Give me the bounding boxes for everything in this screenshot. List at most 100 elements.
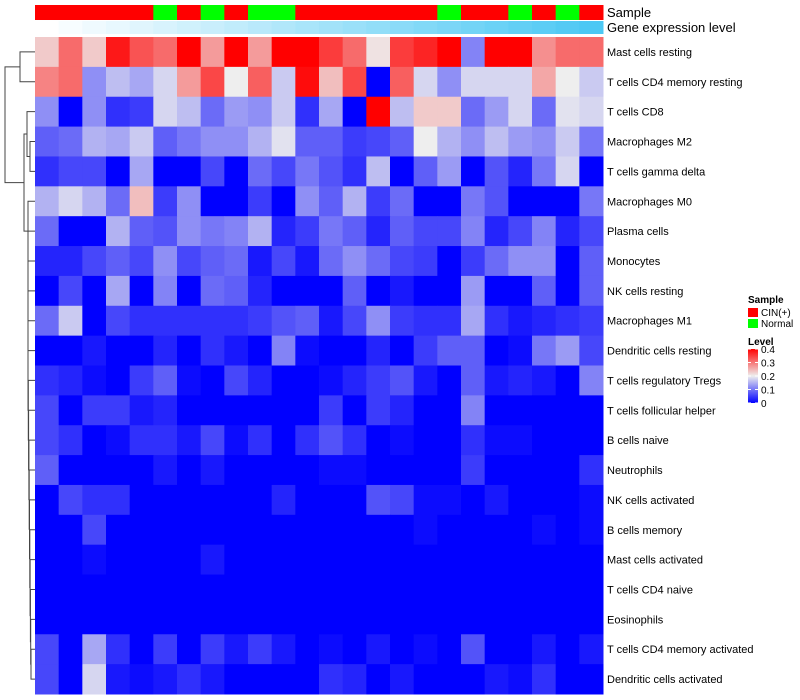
heatmap-cell: [248, 305, 273, 337]
heatmap-cell: [248, 126, 273, 157]
heatmap-cell: [342, 216, 367, 247]
heatmap-cell: [413, 604, 438, 635]
heatmap-cell: [437, 664, 462, 695]
heatmap-cell: [390, 455, 415, 486]
heatmap-cell: [295, 604, 320, 635]
heatmap-cell: [248, 156, 273, 187]
heatmap-cell: [555, 514, 580, 546]
heatmap-cell: [461, 156, 486, 187]
legend-tick-label: 0.1: [761, 386, 775, 397]
heatmap-cell: [555, 96, 580, 128]
heatmap-cell: [271, 604, 296, 635]
heatmap-cell: [295, 156, 320, 187]
heatmap-cell: [319, 604, 344, 635]
heatmap-cell: [319, 275, 344, 307]
heatmap-cell: [129, 216, 154, 247]
heatmap-cell: [177, 574, 202, 605]
row-label: T cells regulatory Tregs: [607, 375, 722, 387]
heatmap-cell: [413, 96, 438, 128]
heatmap-cell: [200, 455, 225, 486]
heatmap-cell: [224, 37, 249, 68]
heatmap-cell: [366, 96, 391, 128]
sample-annotation-cell: [579, 5, 604, 20]
gene-expression-annotation-cell: [579, 21, 604, 34]
heatmap-cell: [177, 246, 202, 277]
heatmap-cell: [177, 305, 202, 337]
gene-expression-annotation-cell: [461, 21, 486, 34]
heatmap-cell: [579, 96, 604, 128]
heatmap-cell: [271, 96, 296, 128]
row-dendrogram: [4, 51, 35, 680]
heatmap-cell: [390, 126, 415, 157]
heatmap-cell: [484, 96, 509, 128]
heatmap-cell: [82, 544, 107, 576]
heatmap-cell: [390, 604, 415, 635]
heatmap-cell: [153, 484, 178, 516]
heatmap-cell: [437, 37, 462, 68]
heatmap-cell: [461, 664, 486, 695]
heatmap-cell: [319, 514, 344, 546]
heatmap-cell: [58, 156, 83, 187]
heatmap-cell: [129, 634, 154, 665]
heatmap-cell: [342, 275, 367, 307]
heatmap-cell: [35, 574, 60, 605]
heatmap-cell: [106, 395, 131, 426]
gene-expression-annotation-cell: [58, 21, 83, 34]
row-label: B cells naive: [607, 435, 669, 447]
heatmap-cell: [342, 455, 367, 486]
heatmap-cell: [295, 37, 320, 68]
heatmap-cell: [82, 246, 107, 277]
heatmap-cell: [295, 275, 320, 307]
heatmap-cell: [508, 96, 533, 128]
heatmap-cell: [248, 664, 273, 695]
heatmap-cell: [508, 604, 533, 635]
heatmap-cell: [106, 425, 131, 456]
heatmap-cell: [413, 305, 438, 337]
heatmap-cell: [177, 455, 202, 486]
heatmap-cell: [508, 425, 533, 456]
heatmap-cell: [248, 216, 273, 247]
gene-expression-annotation-label: Gene expression level: [607, 20, 736, 35]
heatmap-cell: [271, 37, 296, 68]
gene-expression-annotation-cell: [342, 21, 367, 34]
heatmap-cell: [319, 664, 344, 695]
heatmap-cell: [579, 246, 604, 277]
heatmap-cell: [319, 66, 344, 98]
row-label: B cells memory: [607, 525, 683, 537]
heatmap-cell: [295, 574, 320, 605]
heatmap-cell: [224, 544, 249, 576]
heatmap-cell: [461, 604, 486, 635]
sample-annotation-cell: [366, 5, 391, 20]
heatmap-cell: [508, 574, 533, 605]
heatmap-cell: [177, 514, 202, 546]
heatmap-cell: [319, 425, 344, 456]
gene-expression-annotation-cell: [390, 21, 415, 34]
heatmap-cell: [35, 425, 60, 456]
heatmap-cell: [461, 96, 486, 128]
heatmap-cell: [413, 365, 438, 396]
heatmap-cell: [129, 66, 154, 98]
heatmap-cell: [437, 66, 462, 98]
heatmap-cell: [200, 66, 225, 98]
heatmap-cell: [177, 634, 202, 665]
sample-annotation-cell: [532, 5, 557, 20]
legend-tick-label: 0.4: [761, 345, 775, 356]
sample-annotation-cell: [58, 5, 83, 20]
heatmap-cell: [58, 425, 83, 456]
heatmap-cell: [484, 37, 509, 68]
heatmap-cell: [271, 544, 296, 576]
dendrogram-branch: [30, 648, 35, 680]
heatmap-cell: [248, 455, 273, 486]
heatmap-cell: [82, 126, 107, 157]
row-label: NK cells activated: [607, 495, 694, 507]
heatmap-cell: [390, 216, 415, 247]
heatmap-cell: [177, 96, 202, 128]
heatmap-cell: [106, 156, 131, 187]
heatmap-cell: [508, 335, 533, 366]
heatmap-cell: [508, 216, 533, 247]
heatmap-cell: [532, 455, 557, 486]
heatmap-cell: [342, 425, 367, 456]
heatmap-cell: [200, 425, 225, 456]
heatmap-cell: [437, 156, 462, 187]
heatmap-cell: [342, 335, 367, 366]
